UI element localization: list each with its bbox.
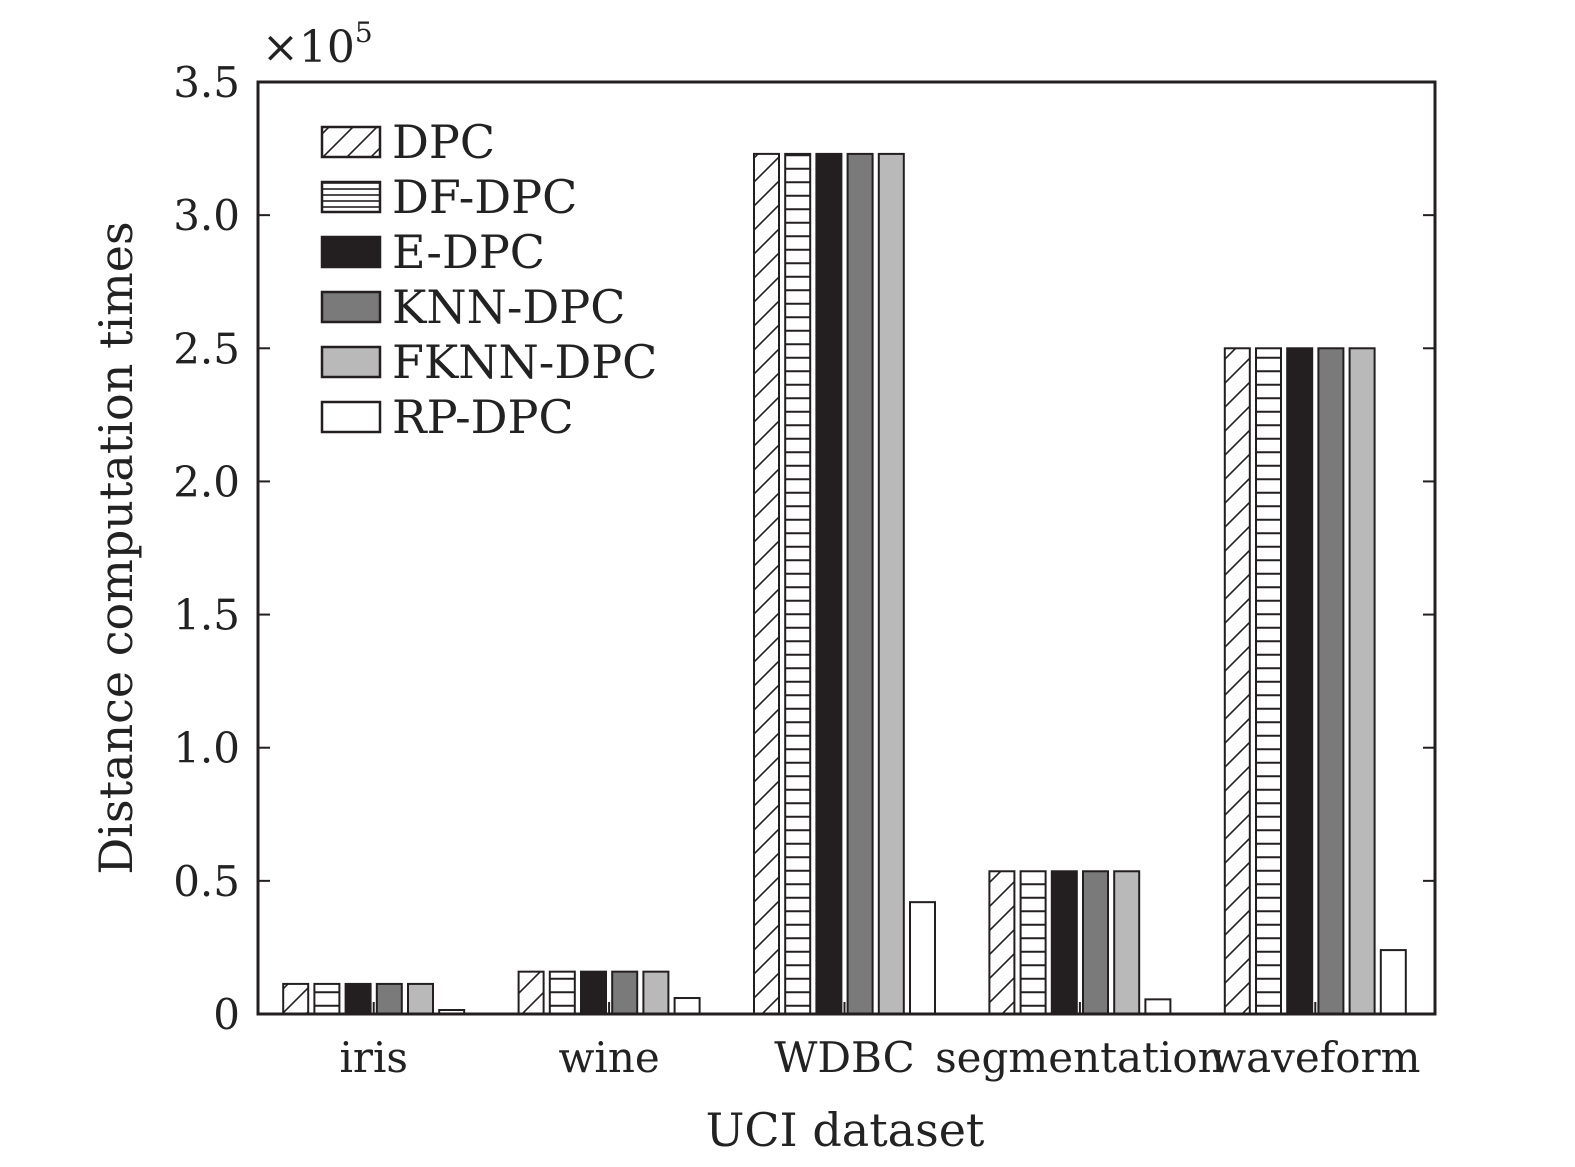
bar-df-dpc-wine: [548, 970, 576, 1016]
bar-e-dpc-wdbc: [815, 152, 843, 1015]
y-tick-label: 2.5: [173, 324, 240, 373]
bar-knn-dpc-wine: [611, 970, 639, 1016]
bar-dpc-wine: [517, 970, 545, 1016]
bar-e-dpc-iris: [344, 982, 372, 1016]
x-tick-label: iris: [339, 1033, 408, 1082]
bar-df-dpc-waveform: [1255, 347, 1282, 1015]
bars-layer: [282, 152, 1407, 1016]
y-axis-multiplier: ×105: [262, 16, 373, 73]
legend-swatch-e-dpc: [320, 235, 382, 269]
legend-label-fknn-dpc: FKNN-DPC: [392, 335, 657, 389]
legend-swatch-rp-dpc: [320, 400, 382, 434]
bar-df-dpc-segmentation: [1019, 870, 1047, 1016]
bar-e-dpc-segmentation: [1050, 870, 1078, 1016]
y-axis-title: Distance computation times: [89, 221, 143, 874]
y-axis-multiplier-exponent: 5: [355, 16, 373, 49]
x-tick-label: WDBC: [774, 1033, 915, 1082]
bar-dpc-iris: [282, 982, 310, 1016]
legend-label-knn-dpc: KNN-DPC: [392, 280, 625, 334]
bar-knn-dpc-iris: [375, 982, 403, 1016]
y-tick-label: 0.5: [173, 857, 240, 906]
bar-rp-dpc-wdbc: [909, 901, 936, 1015]
bar-fknn-dpc-iris: [407, 982, 434, 1016]
y-axis-ticks: 0 0.5 1.0 1.5 2.0 2.5 3.0 3.5: [173, 58, 1435, 1039]
legend-swatch-knn-dpc: [320, 290, 382, 324]
bar-df-dpc-iris: [313, 982, 341, 1016]
bar-e-dpc-waveform: [1286, 347, 1314, 1015]
bar-fknn-dpc-wdbc: [877, 152, 905, 1015]
bar-dpc-wdbc: [753, 152, 780, 1015]
legend-label-e-dpc: E-DPC: [392, 225, 545, 279]
legend-swatch-df-dpc: [320, 180, 382, 214]
y-tick-label: 1.5: [173, 591, 240, 640]
y-tick-label: 2.0: [173, 457, 240, 506]
bar-df-dpc-wdbc: [784, 152, 812, 1015]
legend-label-rp-dpc: RP-DPC: [392, 390, 574, 444]
bar-fknn-dpc-segmentation: [1113, 870, 1141, 1016]
legend-label-dpc: DPC: [392, 115, 495, 169]
legend-swatch-dpc: [320, 125, 382, 159]
bar-fknn-dpc-waveform: [1348, 347, 1376, 1015]
y-tick-label: 3.5: [173, 58, 240, 107]
bar-e-dpc-wine: [580, 970, 607, 1016]
y-tick-label: 0: [213, 990, 240, 1039]
x-tick-label: wine: [558, 1033, 659, 1082]
bar-knn-dpc-wdbc: [846, 152, 874, 1015]
x-axis-title: UCI dataset: [706, 1103, 985, 1157]
y-tick-label: 1.0: [173, 724, 240, 773]
y-tick-label: 3.0: [173, 191, 240, 240]
bar-rp-dpc-wine: [673, 997, 701, 1015]
x-tick-label: segmentation: [935, 1033, 1225, 1082]
bar-knn-dpc-waveform: [1317, 347, 1345, 1015]
legend-swatch-fknn-dpc: [320, 345, 382, 379]
plot-frame: [256, 80, 1437, 1016]
bar-rp-dpc-segmentation: [1144, 998, 1172, 1016]
bar-dpc-segmentation: [988, 870, 1016, 1016]
x-tick-label: waveform: [1210, 1033, 1420, 1082]
bar-dpc-waveform: [1223, 347, 1251, 1015]
bar-fknn-dpc-wine: [642, 970, 670, 1016]
bar-knn-dpc-segmentation: [1082, 870, 1109, 1016]
legend-label-df-dpc: DF-DPC: [392, 170, 577, 224]
bar-rp-dpc-waveform: [1379, 949, 1407, 1016]
